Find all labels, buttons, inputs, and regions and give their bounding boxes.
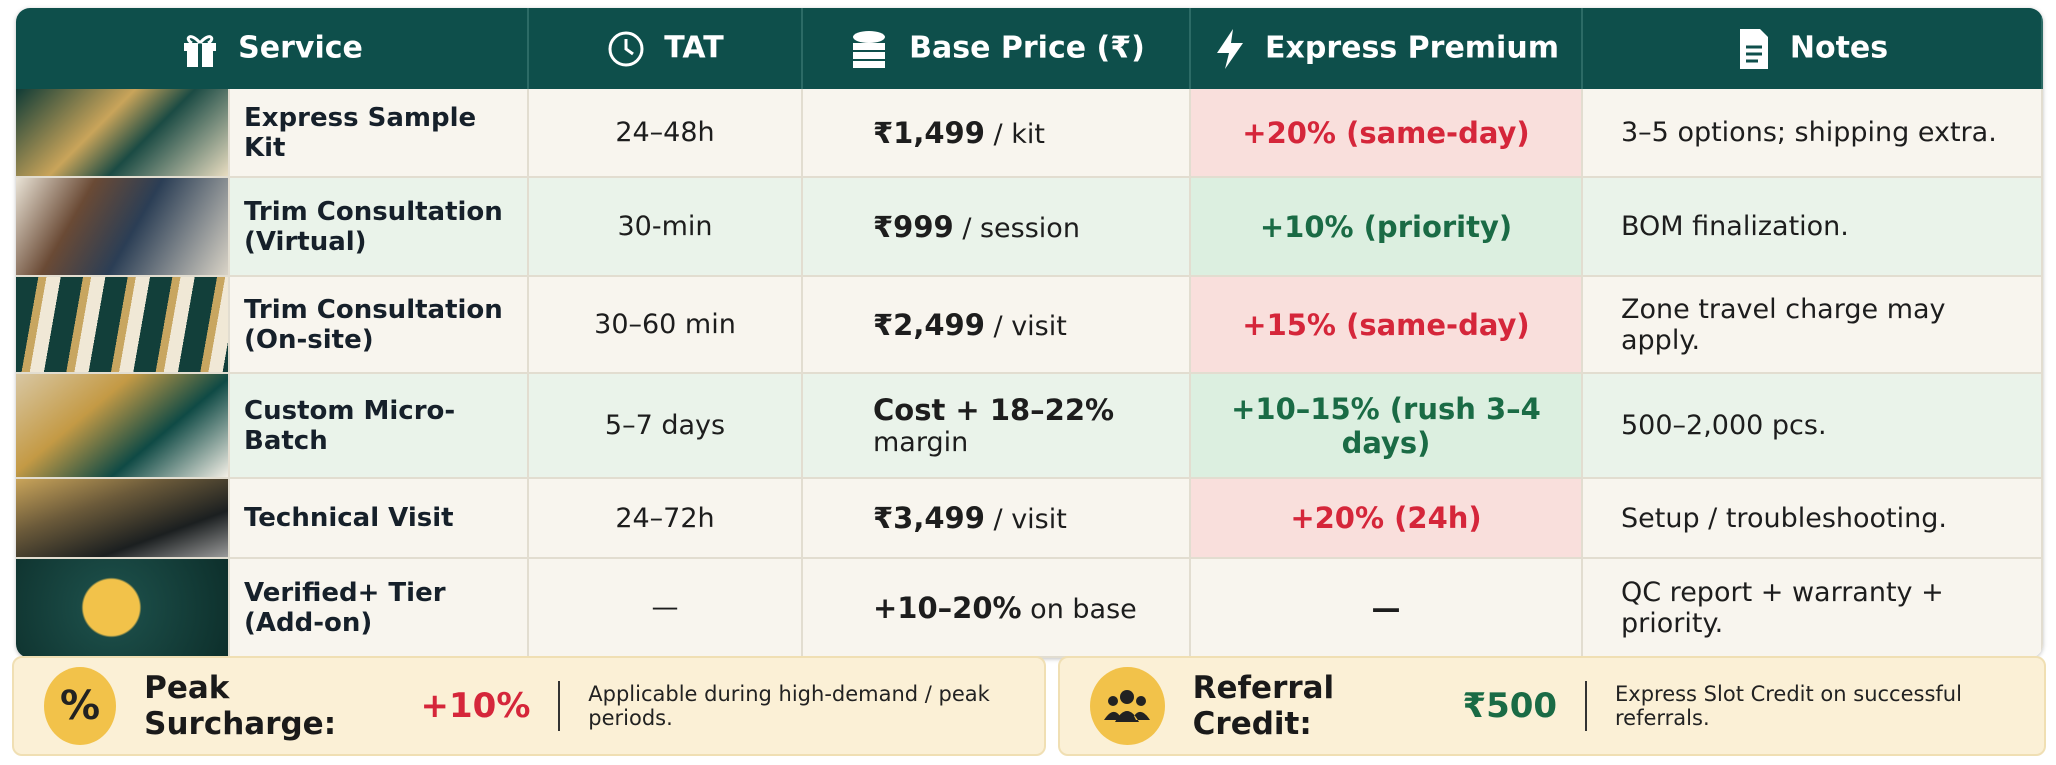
pricing-table: Service TAT Base Price (₹) Express Premi… (16, 8, 2043, 658)
price-unit: / visit (993, 310, 1067, 342)
description: Applicable during high-demand / peak per… (588, 682, 990, 730)
tat: 24–48h (528, 89, 803, 178)
notes: BOM finalization. (1582, 177, 2043, 277)
base-price: +10–20% on base (802, 558, 1191, 658)
price-main: ₹3,499 (873, 501, 985, 535)
tat: 30-min (528, 177, 803, 277)
label: Peak Surcharge: (144, 670, 337, 742)
thumbnail (16, 177, 230, 277)
service-name: Trim Consultation (Virtual) (229, 177, 529, 277)
tat: 30–60 min (528, 276, 803, 374)
price-main: +10–20% (873, 590, 1022, 625)
price-main: ₹1,499 (873, 115, 985, 150)
header-cell: TAT (528, 8, 803, 89)
icon: % (44, 667, 117, 745)
table-row: Express Sample Kit 24–48h ₹1,499 / kit +20%… (16, 89, 2043, 178)
notes: Zone travel charge may apply. (1582, 276, 2043, 374)
base-price: Cost + 18–22% margin (802, 373, 1191, 479)
notes: 500–2,000 pcs. (1582, 373, 2043, 479)
referral-card: Referral Credit: ₹500 Express Slot Credi… (1058, 656, 2046, 756)
tat: 24–72h (528, 478, 803, 559)
thumbnail (16, 373, 230, 479)
header-cell: Express Premium (1190, 8, 1583, 89)
base-price: ₹2,499 / visit (802, 276, 1191, 374)
header-text: Notes (1789, 30, 1889, 65)
thumbnail (16, 89, 230, 178)
price-unit: on base (1030, 593, 1137, 625)
express-premium: +20% (24h) (1190, 478, 1583, 559)
express-premium: +10% (priority) (1190, 177, 1583, 277)
header-text: Service (238, 30, 363, 65)
express-premium: +10–15% (rush 3–4 days) (1190, 373, 1583, 479)
notes: Setup / troubleshooting. (1582, 478, 2043, 559)
thumbnail (16, 276, 230, 374)
express-premium: — (1190, 558, 1583, 658)
header-cell: Base Price (₹) (802, 8, 1191, 89)
icon (1090, 667, 1165, 745)
description: Express Slot Credit on successful referr… (1615, 682, 1962, 730)
price-main: ₹2,499 (873, 307, 985, 342)
base-price: ₹1,499 / kit (802, 89, 1191, 178)
price-unit: / kit (993, 118, 1045, 150)
price-unit: / visit (993, 504, 1067, 535)
service-name: Express Sample Kit (229, 89, 529, 178)
header-text: TAT (664, 30, 724, 65)
service-name: Custom Micro-Batch (229, 373, 529, 479)
express-premium: +20% (same-day) (1190, 89, 1583, 178)
header-row: Service TAT Base Price (₹) Express Premi… (16, 8, 2043, 89)
tat: 5–7 days (528, 373, 803, 479)
label: Referral Credit: (1192, 670, 1335, 742)
price-main: ₹999 (873, 209, 954, 244)
service-name: Trim Consultation (On-site) (229, 276, 529, 374)
value: +10% (420, 686, 531, 726)
price-unit: margin (873, 427, 969, 458)
header-text: Base Price (₹) (909, 30, 1145, 65)
base-price: ₹999 / session (802, 177, 1191, 277)
service-name: Technical Visit (229, 478, 529, 559)
tat: — (528, 558, 803, 658)
header-text: Express Premium (1265, 30, 1559, 65)
price-main: Cost + 18–22% (873, 393, 1115, 427)
value: ₹500 (1462, 686, 1558, 726)
peak-card: % Peak Surcharge: +10% Applicable during… (12, 656, 1046, 756)
service-name: Verified+ Tier (Add-on) (229, 558, 529, 658)
header-cell: Service (16, 8, 529, 89)
express-premium: +15% (same-day) (1190, 276, 1583, 374)
table-row: Trim Consultation (Virtual) 30-min ₹999 / … (16, 177, 2043, 277)
price-unit: / session (962, 212, 1080, 244)
header-cell: Notes (1582, 8, 2043, 89)
table-row: Technical Visit 24–72h ₹3,499 / visit +20% … (16, 478, 2043, 559)
table-row: Verified+ Tier (Add-on) — +10–20% on base —… (16, 558, 2043, 658)
table-row: Trim Consultation (On-site) 30–60 min ₹2,4… (16, 276, 2043, 374)
thumbnail (16, 558, 230, 658)
notes: QC report + warranty + priority. (1582, 558, 2043, 658)
table-row: Custom Micro-Batch 5–7 days Cost + 18–22% m… (16, 373, 2043, 479)
notes: 3–5 options; shipping extra. (1582, 89, 2043, 178)
thumbnail (16, 478, 230, 559)
base-price: ₹3,499 / visit (802, 478, 1191, 559)
